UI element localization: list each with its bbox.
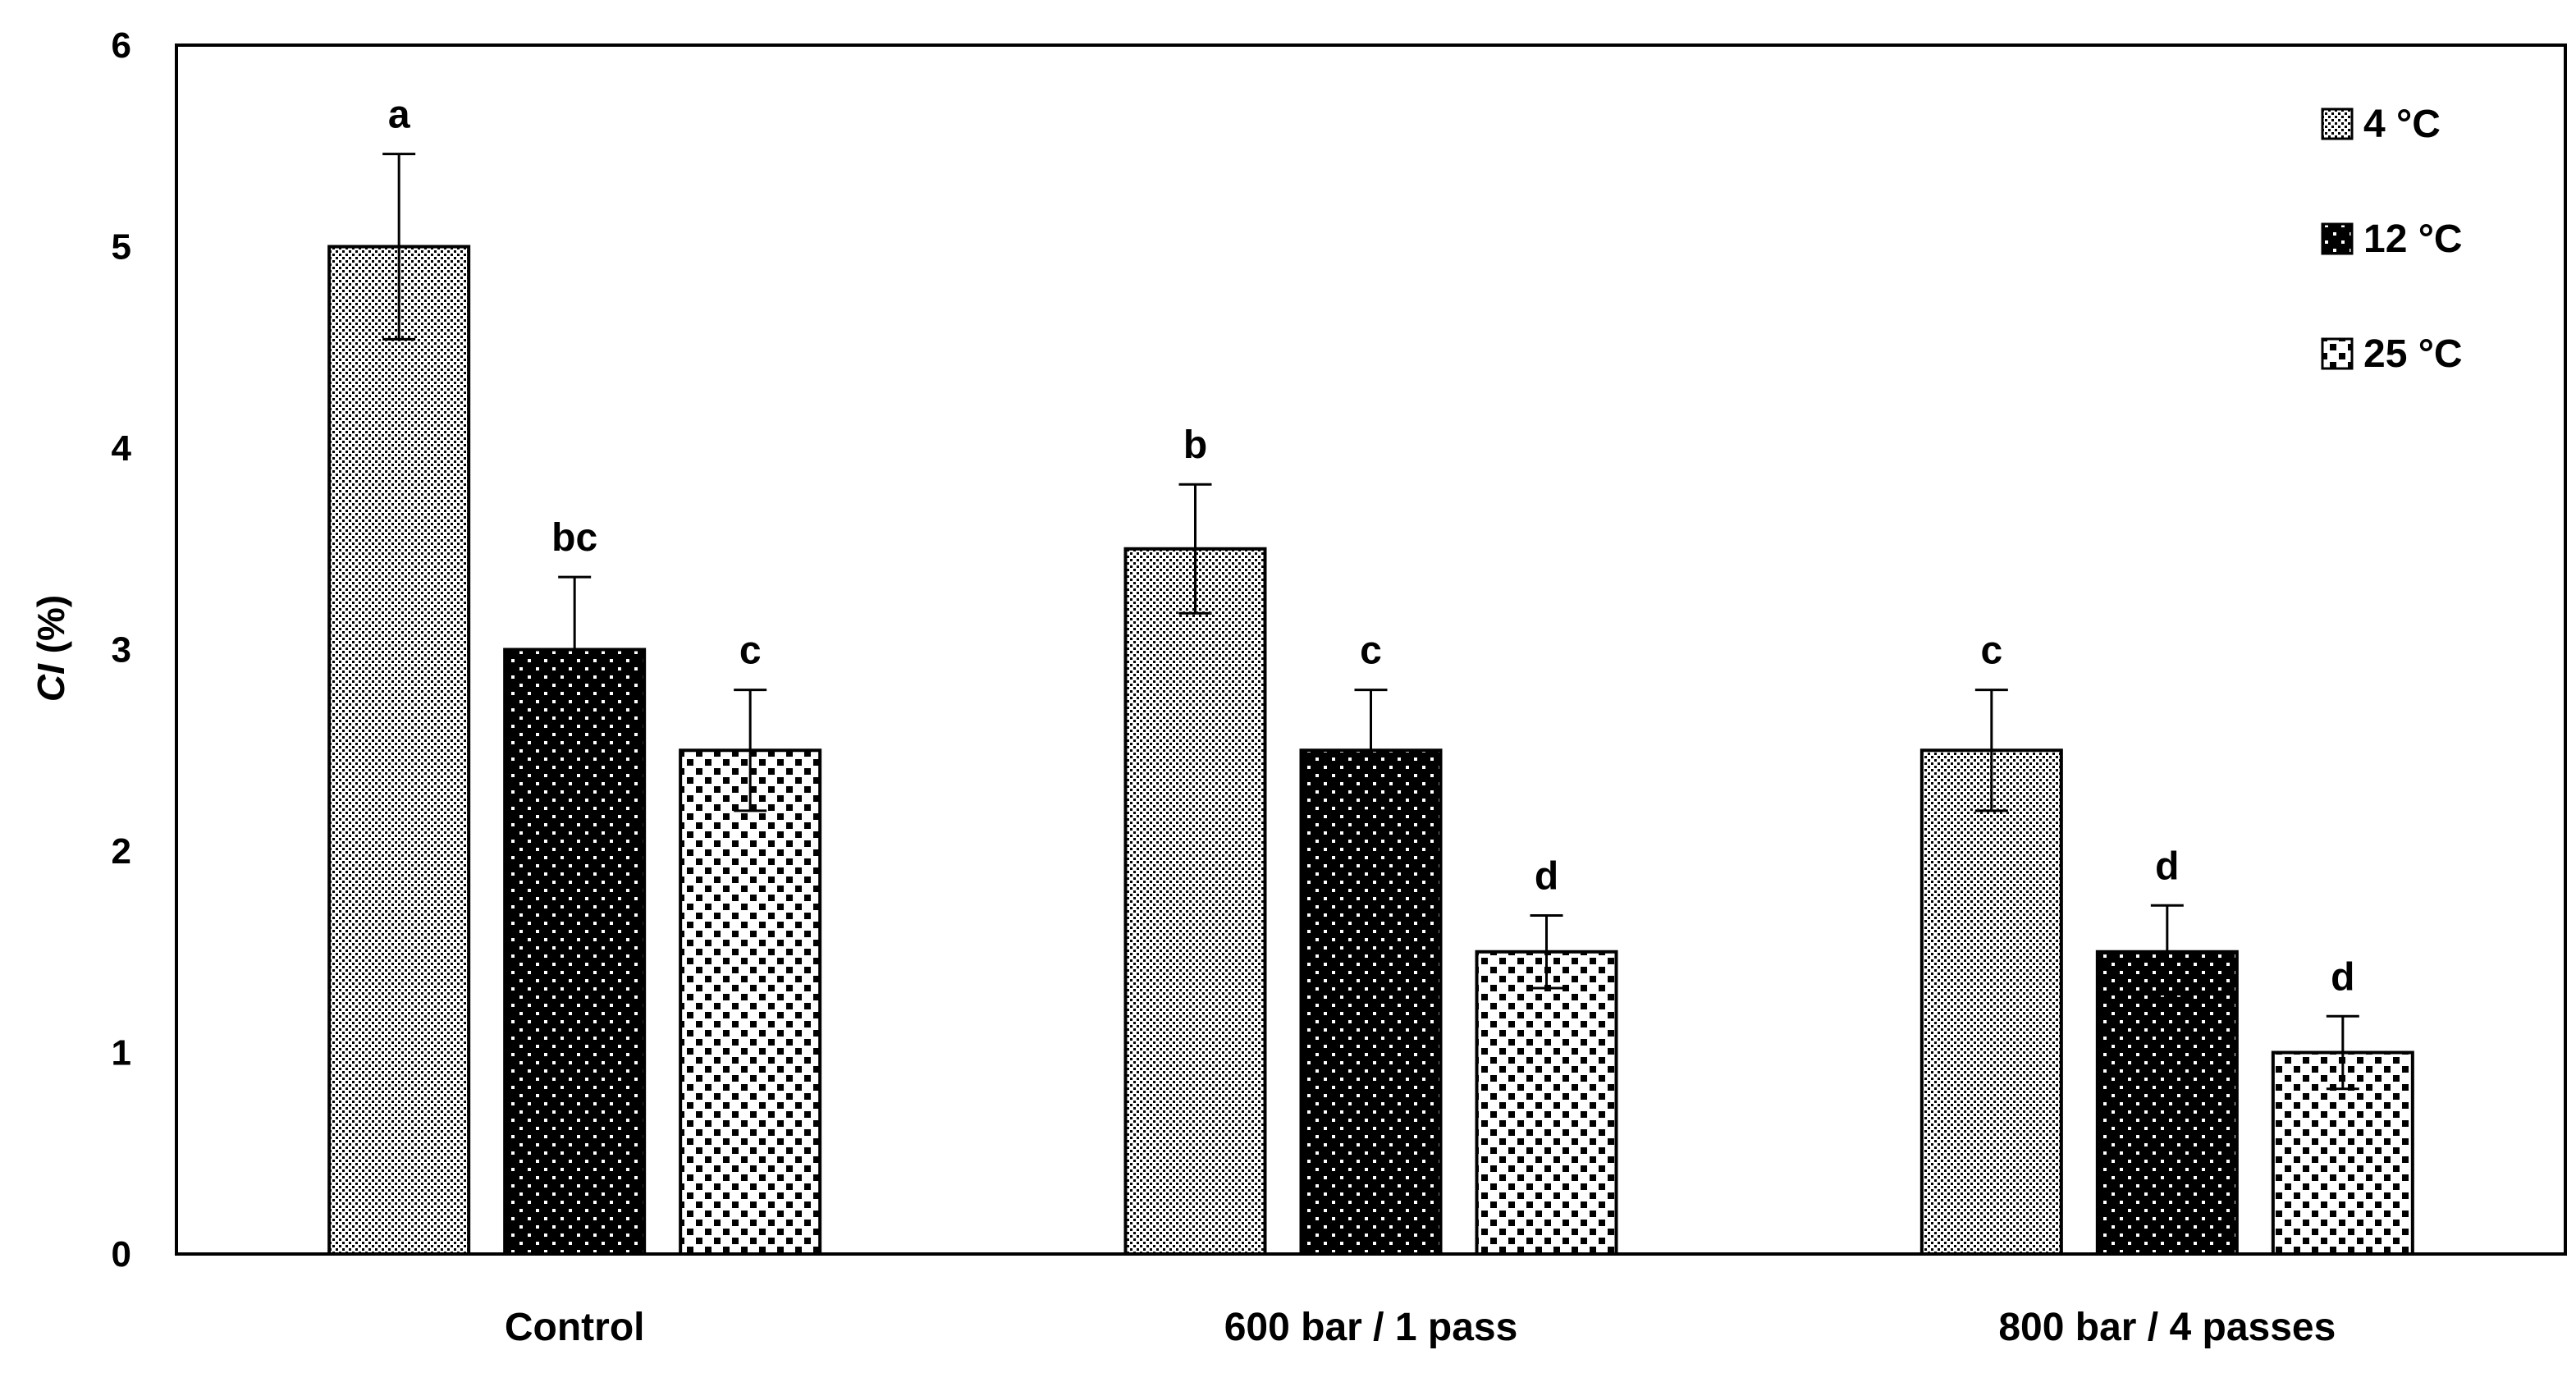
legend-swatch — [2321, 337, 2354, 370]
y-tick-label: 4 — [112, 428, 132, 469]
y-axis-label: CI (%) — [30, 595, 72, 702]
bar — [1123, 547, 1267, 1256]
legend-label: 4 °C — [2363, 103, 2441, 146]
bar — [503, 648, 647, 1256]
significance-label: bc — [551, 516, 597, 560]
y-tick-label: 6 — [112, 25, 131, 66]
y-axis-label-italic: CI — [30, 663, 72, 702]
y-tick-label: 3 — [112, 630, 131, 670]
significance-label: c — [1360, 629, 1382, 673]
legend-label: 12 °C — [2363, 217, 2463, 261]
significance-label: d — [2331, 955, 2354, 999]
x-category-label: Control — [505, 1306, 645, 1349]
x-category-label: 600 bar / 1 pass — [1224, 1306, 1518, 1349]
significance-label: d — [1535, 855, 1558, 899]
legend: 4 °C 12 °C 25 °C — [2321, 103, 2463, 376]
bar — [1299, 748, 1443, 1256]
legend-label: 25 °C — [2363, 332, 2463, 376]
bar — [679, 748, 822, 1256]
significance-label: a — [388, 94, 410, 137]
legend-swatch — [2321, 222, 2354, 255]
y-tick-label: 1 — [112, 1033, 131, 1073]
legend-swatch — [2321, 108, 2354, 140]
bar — [327, 245, 471, 1256]
bar — [1919, 748, 2063, 1256]
significance-label: c — [739, 629, 762, 673]
x-category-label: 800 bar / 4 passes — [1998, 1306, 2336, 1349]
y-tick-label: 5 — [112, 227, 131, 268]
significance-label: d — [2155, 844, 2179, 888]
bar — [1475, 950, 1618, 1256]
y-axis-label-unit: (%) — [30, 595, 72, 664]
significance-label: c — [1980, 629, 2002, 673]
y-tick-label: 0 — [112, 1234, 131, 1275]
significance-label: b — [1183, 423, 1207, 467]
y-tick-label: 2 — [112, 831, 131, 872]
